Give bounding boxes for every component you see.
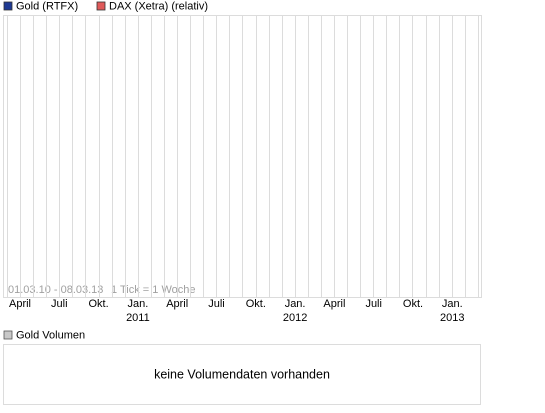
x-tick-label: Juli xyxy=(208,298,225,310)
legend-label: Gold (RTFX) xyxy=(16,0,78,12)
volume-message: keine Volumendaten vorhanden xyxy=(154,367,330,381)
annotation: 1 Tick = 1 Woche xyxy=(111,284,195,296)
x-tick-label: April xyxy=(323,298,345,310)
x-tick-label: Okt. xyxy=(403,298,423,310)
x-tick-label: Juli xyxy=(51,298,68,310)
x-year-label: 2011 xyxy=(126,312,150,324)
x-year-label: 2012 xyxy=(283,312,307,324)
x-tick-label: Juli xyxy=(365,298,382,310)
volume-panel xyxy=(3,344,481,405)
x-tick-label: Okt. xyxy=(246,298,266,310)
x-tick-label: Jan. xyxy=(128,298,149,310)
x-year-label: 2013 xyxy=(440,312,464,324)
annotation: 01.03.10 - 08.03.13 xyxy=(8,284,103,296)
legend-swatch xyxy=(96,1,106,11)
x-tick-label: Jan. xyxy=(442,298,463,310)
legend-swatch xyxy=(3,330,13,340)
x-tick-label: Jan. xyxy=(285,298,306,310)
legend-label: DAX (Xetra) (relativ) xyxy=(109,0,208,12)
legend-swatch xyxy=(3,1,13,11)
legend-label: Gold Volumen xyxy=(16,329,85,341)
x-tick-label: April xyxy=(166,298,188,310)
x-tick-label: Okt. xyxy=(89,298,109,310)
x-tick-label: April xyxy=(9,298,31,310)
